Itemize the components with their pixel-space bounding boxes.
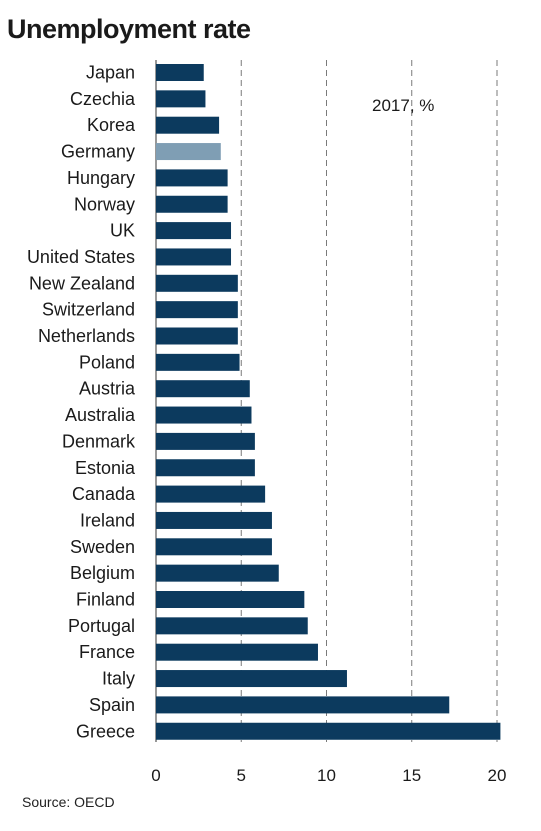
bar-greece: [156, 722, 501, 740]
category-label-uk: UK: [110, 221, 135, 241]
chart-title: Unemployment rate: [7, 14, 251, 44]
category-label-switzerland: Switzerland: [42, 300, 135, 320]
category-label-greece: Greece: [76, 721, 135, 741]
x-tick-5: 5: [237, 766, 246, 785]
category-label-united-states: United States: [27, 247, 135, 267]
category-label-germany: Germany: [61, 142, 135, 162]
category-label-france: France: [79, 642, 135, 662]
category-label-italy: Italy: [102, 669, 135, 689]
grid-lines: [155, 60, 498, 742]
bar-switzerland: [156, 301, 238, 319]
bar-spain: [156, 696, 450, 714]
x-tick-20: 20: [488, 766, 507, 785]
category-label-sweden: Sweden: [70, 537, 135, 557]
category-label-spain: Spain: [89, 695, 135, 715]
bar-ireland: [156, 511, 272, 529]
category-label-australia: Australia: [65, 405, 136, 425]
bar-germany: [156, 143, 221, 161]
bars: [156, 64, 501, 740]
category-labels: Japan Czechia Korea Germany Hungary Norway UK U…: [27, 63, 136, 742]
source-note: Source: OECD: [22, 794, 115, 810]
bar-japan: [156, 64, 204, 81]
bar-korea: [156, 116, 220, 134]
bar-belgium: [156, 564, 279, 582]
bar-france: [156, 643, 318, 661]
category-label-norway: Norway: [74, 194, 135, 214]
category-label-austria: Austria: [79, 379, 136, 399]
bar-united-states: [156, 248, 232, 266]
category-label-denmark: Denmark: [62, 431, 136, 451]
bar-uk: [156, 222, 232, 240]
category-label-netherlands: Netherlands: [38, 326, 135, 346]
bar-portugal: [156, 617, 308, 635]
bar-norway: [156, 195, 228, 213]
bar-hungary: [156, 169, 228, 187]
bar-sweden: [156, 538, 272, 556]
category-label-czechia: Czechia: [70, 89, 136, 109]
bar-new-zealand: [156, 274, 238, 292]
category-label-hungary: Hungary: [67, 168, 135, 188]
bar-italy: [156, 670, 347, 688]
category-label-finland: Finland: [76, 590, 135, 610]
chart-annotation: 2017, %: [372, 96, 434, 115]
category-label-new-zealand: New Zealand: [29, 273, 135, 293]
x-tick-0: 0: [151, 766, 160, 785]
bar-finland: [156, 591, 305, 608]
bar-netherlands: [156, 327, 238, 345]
bar-denmark: [156, 432, 255, 450]
category-label-korea: Korea: [87, 115, 136, 135]
bar-canada: [156, 485, 266, 503]
x-tick-10: 10: [317, 766, 336, 785]
category-label-canada: Canada: [72, 484, 136, 504]
category-label-estonia: Estonia: [75, 458, 136, 478]
bar-austria: [156, 380, 250, 398]
bar-poland: [156, 353, 240, 371]
bar-estonia: [156, 459, 255, 477]
category-label-ireland: Ireland: [80, 510, 135, 530]
category-label-belgium: Belgium: [70, 563, 135, 583]
category-label-japan: Japan: [86, 63, 135, 83]
bar-australia: [156, 406, 252, 424]
category-label-portugal: Portugal: [68, 616, 135, 636]
x-tick-15: 15: [402, 766, 421, 785]
category-label-poland: Poland: [79, 352, 135, 372]
x-tick-labels: 0 5 10 15 20: [151, 766, 506, 785]
bar-czechia: [156, 90, 206, 108]
